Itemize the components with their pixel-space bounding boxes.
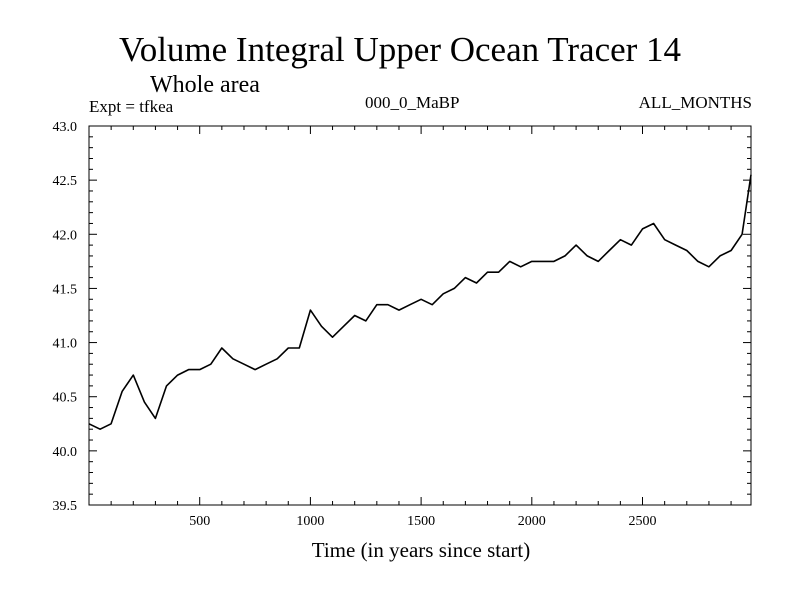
x-tick-label: 2500 [629,514,657,529]
x-axis-label: Time (in years since start) [311,538,531,562]
months-label: ALL_MONTHS [638,93,752,112]
y-tick-label: 41.5 [53,282,78,297]
y-tick-label: 42.5 [53,174,78,189]
series-layer [88,174,752,430]
y-tick-label: 39.5 [53,499,78,514]
x-tick-label: 2000 [518,514,546,529]
x-tick-label: 1500 [407,514,435,529]
axis-ticks [89,125,751,506]
y-tick-label: 40.5 [53,391,78,406]
series-line [88,174,752,430]
y-tick-label: 42.0 [53,228,78,243]
y-tick-label: 40.0 [53,445,78,460]
y-tick-label: 41.0 [53,337,78,352]
axis-tick-labels: 500 1000 1500 2000 2500 39.5 40.0 40.5 41.0 41.5 4… [53,120,657,529]
chart-subtitle: Whole area [150,72,260,98]
period-label: 000_0_MaBP [365,93,460,112]
chart-title: Volume Integral Upper Ocean Tracer 14 [118,30,682,69]
x-tick-label: 500 [189,514,210,529]
y-tick-label: 43.0 [53,120,78,135]
experiment-label: Expt = tfkea [89,97,174,116]
x-tick-label: 1000 [296,514,324,529]
plot-frame [88,125,752,506]
